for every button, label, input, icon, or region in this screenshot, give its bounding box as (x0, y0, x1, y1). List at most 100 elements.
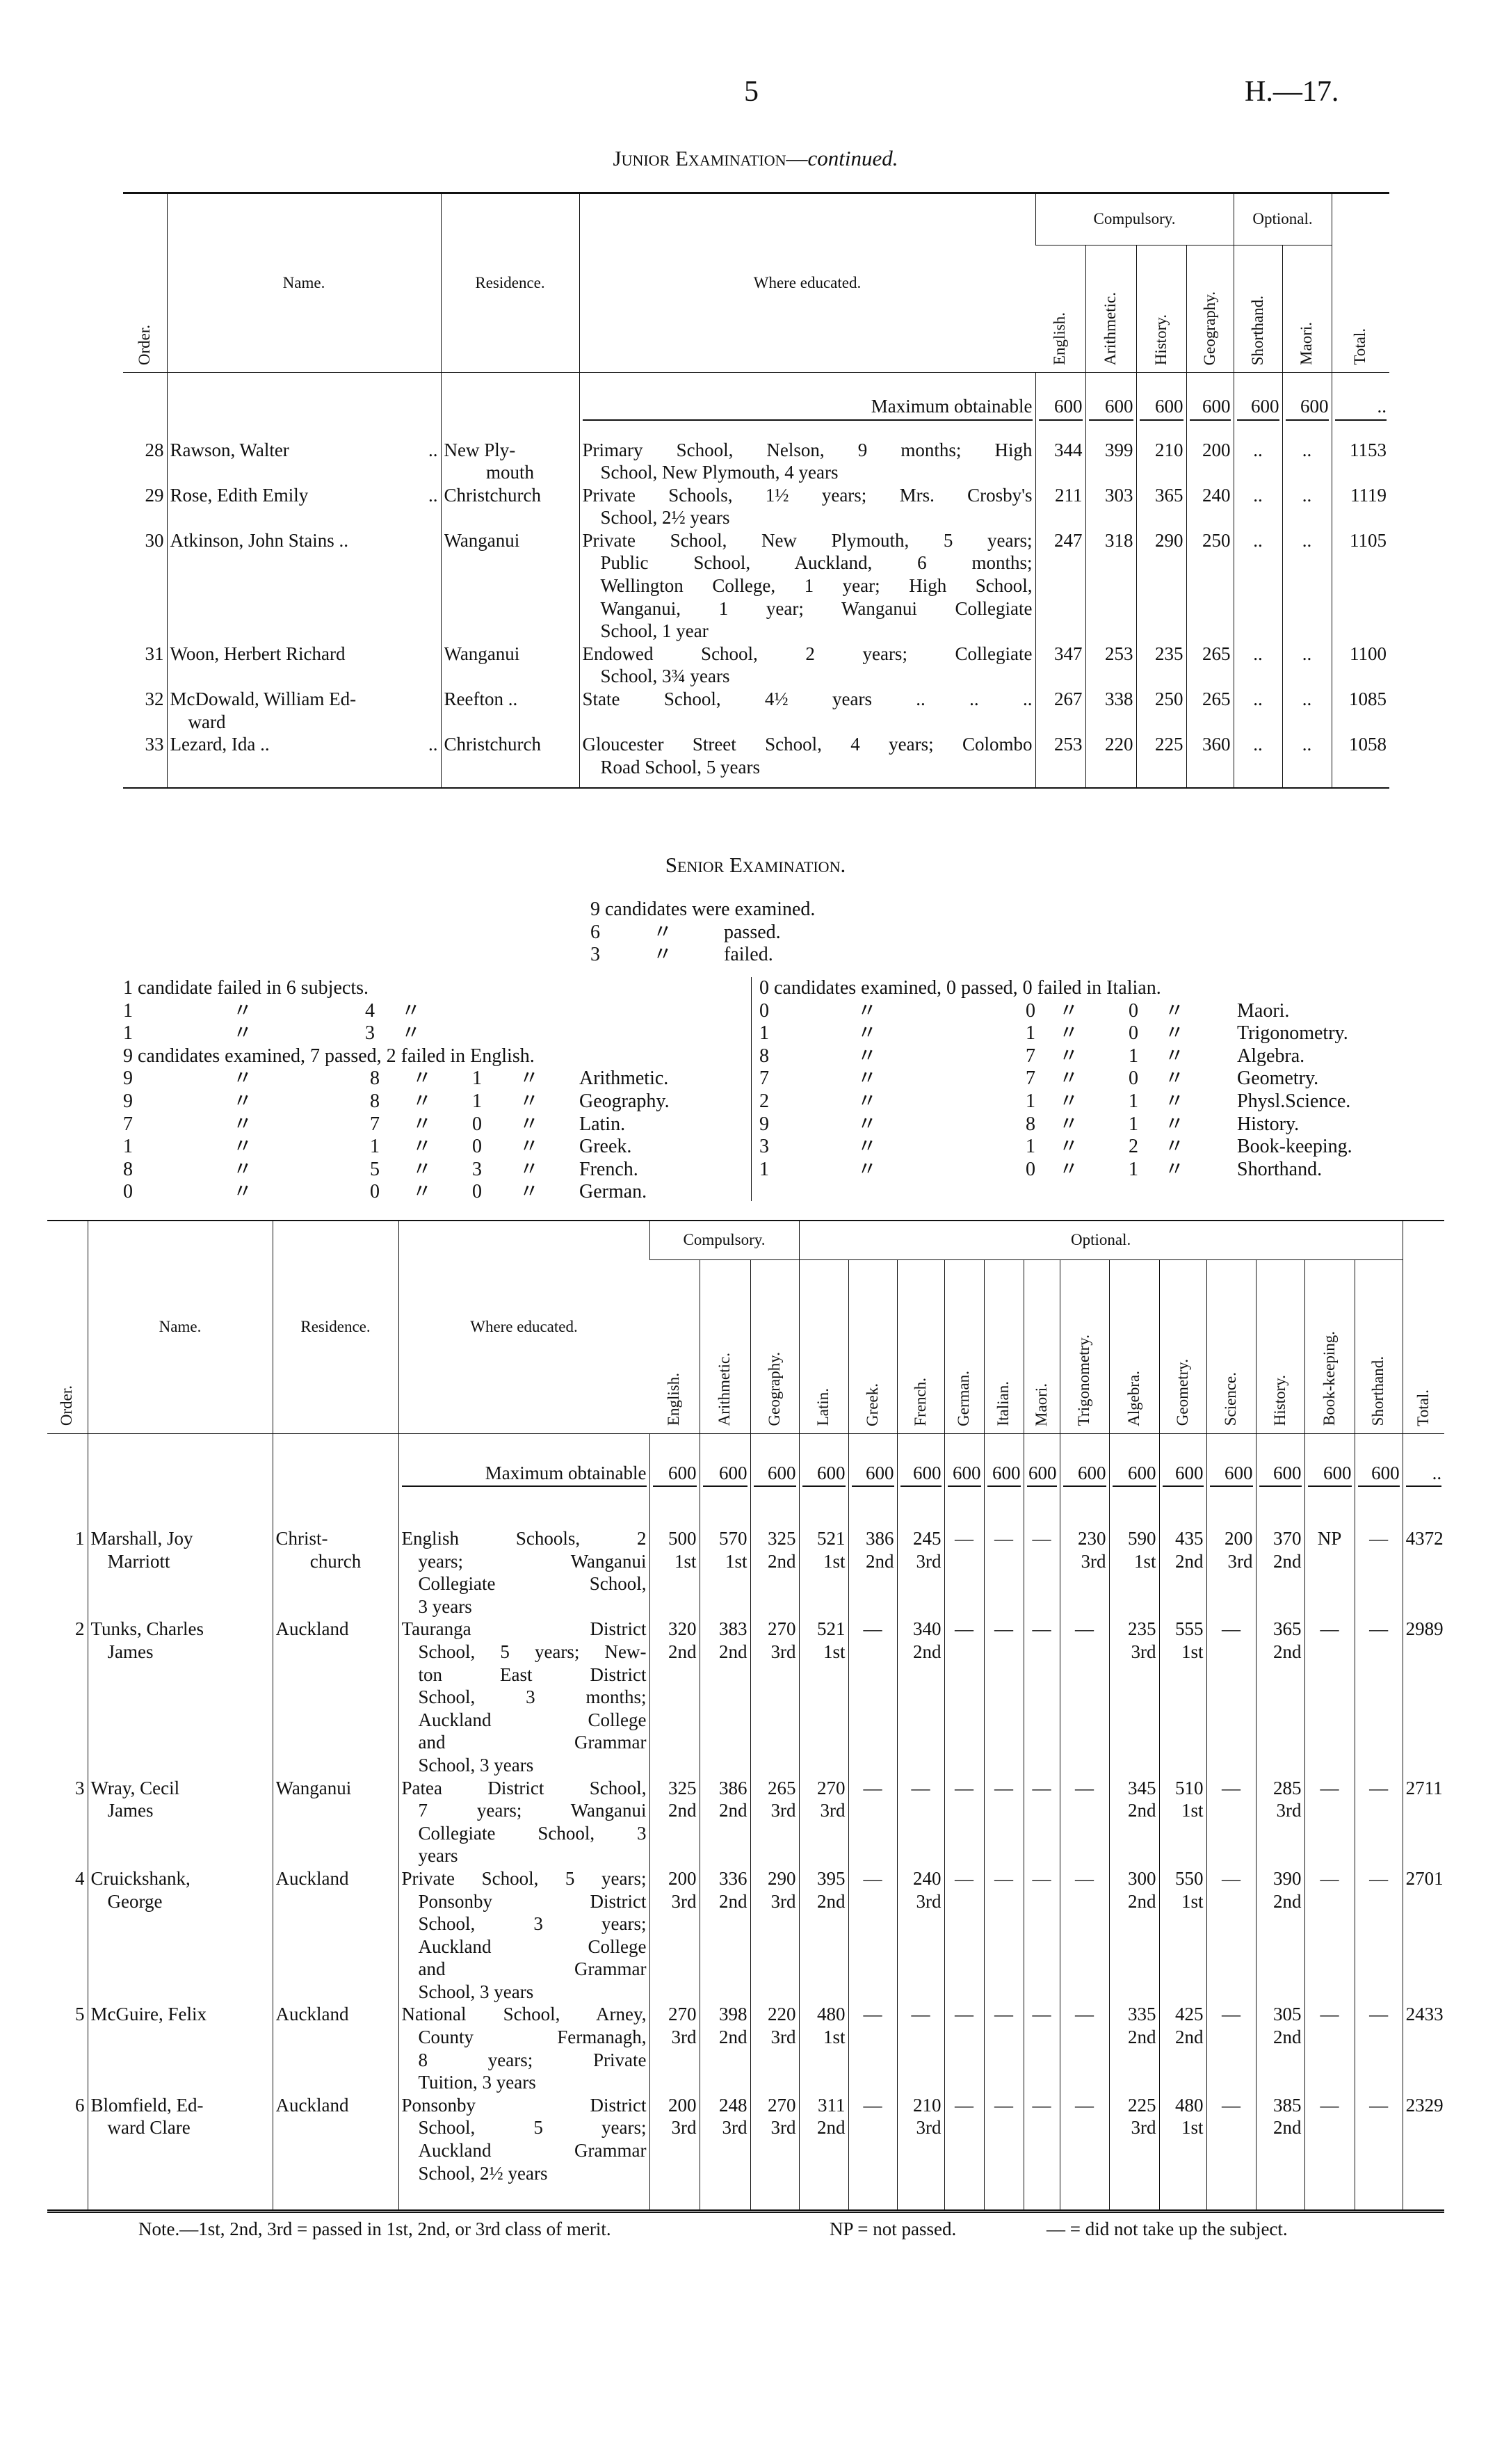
merit-class: 3rd (1081, 1550, 1106, 1572)
merit-class: 1st (1134, 1550, 1156, 1572)
score-value: 425 (1175, 2004, 1204, 2025)
residence-cell: New Ply-mouth (440, 438, 579, 484)
summary-cell: 1 (1129, 1158, 1138, 1180)
score-cell: — (1206, 2003, 1257, 2094)
name-line: Blomfield, Ed- (91, 2094, 270, 2117)
note-merit: Note.—1st, 2nd, 3rd = passed in 1st, 2nd… (138, 2219, 611, 2239)
score-value: 325 (668, 1777, 697, 1798)
ditto-mark: 〃 (653, 921, 673, 943)
order-number: 30 (145, 529, 164, 551)
summary-cell: 0 (759, 999, 769, 1022)
max-score-value: 600 (1162, 1462, 1204, 1488)
name-line-continued: Marriott (107, 1550, 170, 1572)
max-score-value: 600 (1112, 1462, 1156, 1488)
score-cell: 300 2nd (1108, 1867, 1160, 2004)
ditto-mark: 〃 (857, 999, 878, 1022)
max-score-value: 600 (947, 1462, 981, 1488)
column-header-subject: Geometry. (1158, 1259, 1207, 1433)
score-value: 245 (913, 1528, 942, 1549)
document-reference: H.—17. (1245, 76, 1339, 108)
column-header-subject-label: Greek. (863, 1383, 881, 1426)
column-header-subject: Science. (1206, 1259, 1257, 1433)
column-header-subject: Geography. (1186, 245, 1234, 373)
merit-class: 2nd (768, 1550, 796, 1572)
spacer-cell (1331, 778, 1389, 789)
summary-cell: 0 (1129, 1022, 1138, 1045)
ditto-mark: 〃 (857, 1068, 878, 1090)
score-cell: 305 2nd (1255, 2003, 1305, 2094)
score-value: 570 (719, 1528, 748, 1549)
score-cell: — (1354, 1527, 1403, 1618)
summary-cell: 0 (1129, 1068, 1138, 1090)
score-cell: — (983, 1867, 1024, 2004)
score-cell: 370 2nd (1255, 1527, 1305, 1618)
merit-class: 3rd (1131, 2117, 1156, 2139)
column-header-subject: Latin. (798, 1259, 849, 1433)
merit-class: 3rd (916, 1890, 942, 1912)
not-taken-mark: — (994, 1867, 1014, 1889)
score-cell: 360 (1186, 733, 1234, 779)
max-score-value: 600 (1209, 1462, 1253, 1488)
score-cell: 200 3rd (649, 1867, 700, 2004)
not-taken-mark: — (1222, 2004, 1241, 2025)
spacer-cell (983, 2184, 1024, 2212)
not-taken-mark: — (863, 1777, 882, 1798)
score-value: 248 (719, 2094, 748, 2116)
max-score-cell: 600 (1108, 1433, 1160, 1527)
summary-cell: 8 (370, 1068, 380, 1090)
score-value: 211 (1055, 484, 1083, 506)
score-value: 325 (768, 1528, 796, 1549)
residence-line: Christchurch (444, 734, 541, 755)
junior-title: Junior Examination—continued. (0, 146, 1511, 171)
order-number: 28 (145, 439, 164, 460)
summary-cell: 7 (1026, 1068, 1035, 1090)
score-cell: — (983, 2003, 1024, 2094)
ditto-mark: 〃 (1165, 1158, 1185, 1180)
total-cell: 1085 (1331, 688, 1389, 734)
residence-line: Wanganui (444, 643, 520, 664)
summary-sentence: 1 candidate failed in 6 subjects. (123, 977, 369, 999)
score-cell: 211 (1035, 483, 1085, 529)
max-score-value: 600 (900, 1462, 942, 1488)
merit-class: 2nd (719, 1800, 748, 1821)
not-taken-mark: .. (1302, 529, 1312, 551)
total-value: 2701 (1405, 1867, 1444, 1889)
where-educated-cell: Private School, 5 years; Ponsonby Distric… (398, 1867, 649, 2004)
ditto-mark: 〃 (857, 1045, 878, 1067)
score-cell: — (1304, 2003, 1355, 2094)
merit-class: 2nd (719, 2027, 748, 2048)
score-cell: 225 (1136, 733, 1186, 779)
summary-cell: 0 (123, 1181, 133, 1203)
score-value: 225 (1128, 2094, 1156, 2116)
total-cell: 1119 (1331, 483, 1389, 529)
order-cell: 2 (47, 1618, 88, 1776)
where-educated-line: and Grammar (418, 1958, 647, 1980)
score-cell: — (983, 1618, 1024, 1777)
column-header-subject-label: Shorthand. (1248, 295, 1266, 365)
column-header-order: Order. (123, 193, 167, 373)
merit-class: 2nd (817, 1890, 846, 1912)
column-header-subject: Maori. (1282, 245, 1332, 373)
max-score-cell: 600 (1059, 1433, 1110, 1527)
summary-cell: Shorthand. (1237, 1158, 1323, 1180)
order-cell: 32 (123, 688, 167, 733)
score-cell: — (944, 1776, 985, 1867)
column-header-subject-label: French. (911, 1377, 929, 1426)
max-score-value: 600 (1285, 395, 1329, 421)
score-cell: 247 (1035, 529, 1085, 643)
score-cell: 338 (1085, 688, 1136, 734)
ditto-mark: 〃 (519, 1068, 540, 1090)
score-value: 521 (817, 1618, 846, 1640)
merit-class: 1st (1181, 1890, 1204, 1912)
max-score-value: 600 (652, 1462, 697, 1488)
score-value: 265 (1202, 643, 1231, 664)
score-value: 590 (1128, 1528, 1156, 1549)
ditto-mark: 〃 (1059, 1090, 1079, 1112)
residence-cell: Wanganui (440, 529, 579, 643)
merit-class: 3rd (1131, 1641, 1156, 1662)
junior-results-table: Order. Name. Residence. Where educated. Comp… (123, 192, 1389, 789)
where-educated-line: Private School, New Plymouth, 5 years; (582, 529, 1033, 551)
ditto-mark: 〃 (233, 1090, 253, 1112)
summary-cell: 0 (1026, 999, 1035, 1022)
merit-class: 2nd (866, 1550, 894, 1572)
